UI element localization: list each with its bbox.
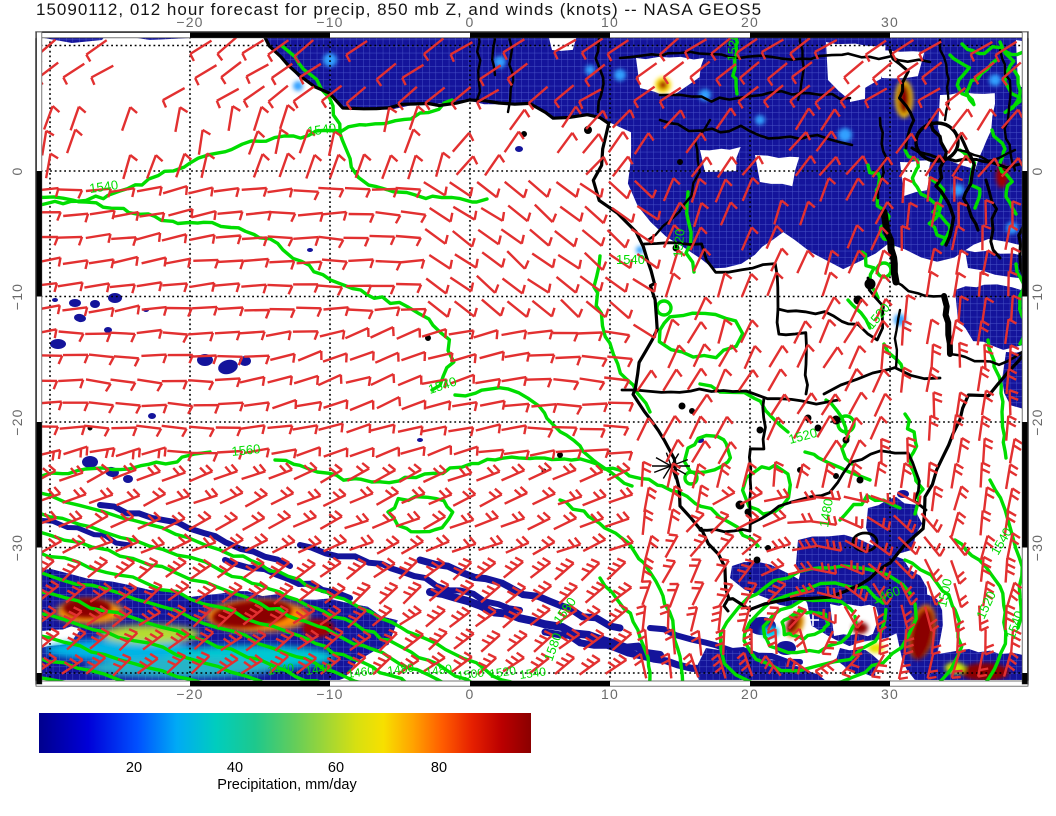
svg-text:40: 40: [227, 760, 243, 776]
svg-text:1440: 1440: [266, 660, 295, 678]
svg-text:−20: −20: [176, 686, 203, 702]
svg-text:−20: −20: [1029, 408, 1045, 435]
svg-text:0: 0: [466, 686, 475, 702]
svg-text:1500: 1500: [934, 577, 955, 608]
svg-text:30: 30: [881, 686, 899, 702]
svg-text:1540: 1540: [88, 177, 119, 196]
svg-text:−10: −10: [316, 686, 343, 702]
svg-text:1480: 1480: [424, 661, 453, 679]
svg-text:1520: 1520: [787, 425, 819, 447]
svg-text:−30: −30: [9, 534, 25, 561]
svg-text:1460: 1460: [346, 663, 375, 681]
svg-text:0: 0: [9, 167, 25, 176]
svg-text:20: 20: [741, 14, 759, 30]
svg-text:10: 10: [601, 14, 619, 30]
svg-text:1440: 1440: [304, 660, 333, 678]
svg-text:−30: −30: [1029, 534, 1045, 561]
svg-text:−20: −20: [9, 408, 25, 435]
svg-text:−10: −10: [1029, 283, 1045, 310]
svg-text:60: 60: [328, 760, 344, 776]
svg-text:−10: −10: [316, 14, 343, 30]
svg-text:−20: −20: [176, 14, 203, 30]
svg-text:1540: 1540: [518, 664, 547, 682]
svg-text:1480: 1480: [816, 497, 836, 528]
svg-text:1520: 1520: [488, 663, 517, 681]
svg-text:0: 0: [466, 14, 475, 30]
svg-text:1500: 1500: [456, 665, 485, 683]
svg-text:15090112, 012 hour forecast fo: 15090112, 012 hour forecast for precip, …: [36, 0, 762, 19]
svg-text:Precipitation, mm/day: Precipitation, mm/day: [217, 777, 357, 793]
svg-text:−10: −10: [9, 283, 25, 310]
svg-text:10: 10: [601, 686, 619, 702]
svg-text:1560: 1560: [231, 441, 261, 459]
svg-text:1540: 1540: [306, 120, 337, 139]
svg-text:1520: 1520: [670, 228, 687, 258]
svg-text:0: 0: [1029, 167, 1045, 176]
svg-text:30: 30: [881, 14, 899, 30]
svg-text:1480: 1480: [386, 660, 415, 678]
svg-text:80: 80: [431, 760, 447, 776]
svg-text:1540: 1540: [616, 252, 645, 267]
svg-text:20: 20: [741, 686, 759, 702]
svg-text:1520: 1520: [724, 32, 741, 62]
svg-text:20: 20: [126, 760, 142, 776]
